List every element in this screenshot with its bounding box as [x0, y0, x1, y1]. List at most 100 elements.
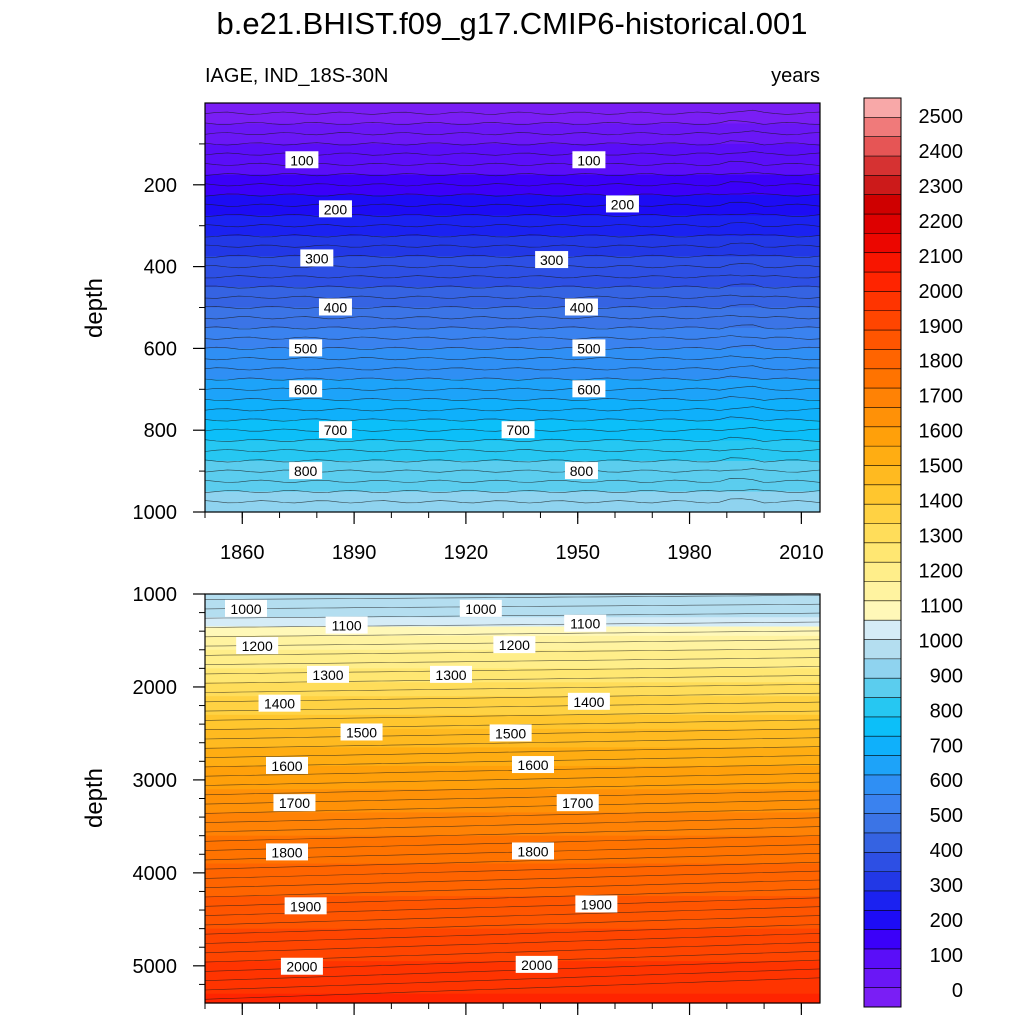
y-axis-label: depth	[81, 278, 108, 338]
contour-fill-band	[205, 886, 820, 893]
contour-fill-band	[205, 603, 820, 609]
colorbar-tick-label: 500	[930, 805, 963, 827]
contour-fill-band	[205, 872, 820, 879]
contour-label: 2000	[521, 957, 552, 973]
contour-fill-band	[205, 835, 820, 841]
contour-fill-band	[205, 491, 820, 503]
contour-label-box	[572, 380, 606, 398]
contour-label-box	[572, 151, 606, 169]
contour-fill-band	[205, 235, 820, 247]
y-tick-label: 3000	[133, 770, 178, 792]
contour-line	[204, 171, 821, 177]
y-tick-label: 200	[144, 175, 177, 197]
contour-label: 1800	[517, 843, 548, 859]
colorbar-tick-label: 2400	[919, 141, 964, 163]
contour-fill-band	[205, 626, 820, 632]
colorbar-tick-label: 1400	[919, 491, 964, 513]
contour-line	[204, 365, 821, 371]
contour-label-box	[318, 421, 352, 439]
contour-fill-band	[205, 877, 820, 883]
colorbar-swatch	[864, 871, 901, 892]
contour-line	[204, 621, 821, 628]
y-tick-label: 1000	[133, 502, 178, 524]
contour-label: 1200	[242, 638, 273, 654]
contour-fill-band	[205, 450, 820, 462]
colorbar-swatch	[864, 948, 901, 969]
colorbar-swatch	[864, 504, 901, 524]
contour-label-box	[307, 665, 349, 683]
contour-line	[204, 119, 821, 125]
contour-fill-band	[205, 933, 820, 939]
contour-fill-band	[205, 798, 820, 804]
colorbar-tick-label: 1500	[919, 456, 964, 478]
colorbar-tick-label: 1000	[919, 630, 964, 652]
contour-fill-band	[205, 752, 820, 758]
contour-line	[204, 959, 821, 981]
contour-fill-band	[205, 951, 820, 958]
contour-label-box	[567, 692, 610, 710]
y-tick-label: 400	[144, 257, 177, 279]
contour-line	[204, 477, 821, 483]
colorbar-swatch	[864, 542, 901, 563]
colorbar-tick-label: 0	[952, 980, 963, 1002]
contour-fill-band	[205, 821, 820, 827]
contour-label-box	[266, 756, 308, 774]
colorbar-swatch	[864, 523, 901, 544]
contour-line	[204, 746, 821, 758]
contour-line	[204, 192, 821, 197]
contour-fill-band	[205, 358, 820, 370]
contour-fill-band	[205, 123, 820, 135]
contour-label-box	[273, 794, 316, 812]
contour-fill-band	[205, 617, 820, 623]
contour-label-box	[340, 723, 383, 741]
contour-line	[204, 140, 821, 146]
contour-fill-band	[205, 103, 820, 114]
contour-fill-band	[205, 368, 820, 380]
y-tick-label: 800	[144, 420, 177, 442]
contour-fill-band	[205, 607, 820, 614]
colorbar-tick-label: 600	[930, 770, 963, 792]
colorbar-swatch	[864, 678, 901, 698]
contour-label-box	[236, 637, 279, 655]
colorbar-tick-label: 1900	[919, 316, 964, 338]
contour-fill-band	[205, 399, 820, 411]
contour-line	[204, 657, 821, 665]
contour-fill-band	[205, 409, 820, 421]
contour-line	[204, 263, 821, 269]
contour-line	[204, 314, 821, 320]
contour-fill-band	[205, 910, 820, 916]
contour-fill-band	[205, 668, 820, 674]
colorbar-swatch	[864, 291, 901, 312]
contour-line	[204, 710, 821, 721]
colorbar-swatch	[864, 813, 901, 834]
colorbar-swatch	[864, 832, 901, 853]
contour-label: 1800	[271, 844, 302, 860]
contour-line	[204, 447, 821, 453]
contour-label-box	[512, 756, 554, 774]
contour-label-box	[501, 421, 535, 439]
upper-panel: 1860 1890 1920 1950 1980 2010 200 400 600 800 1000…	[81, 102, 824, 564]
contour-line	[204, 781, 821, 796]
contour-fill-band	[205, 205, 820, 217]
contour-fill-band	[205, 770, 820, 776]
contour-label-box	[225, 599, 267, 617]
colorbar-tick-label: 2300	[919, 176, 964, 198]
contour-fill-band	[205, 793, 820, 800]
colorbar-swatch	[864, 426, 901, 447]
contour-label-box	[258, 694, 301, 712]
contour-line	[204, 109, 821, 115]
colorbar-tick-label: 200	[930, 910, 963, 932]
y-tick-label: 1000	[133, 584, 178, 606]
contour-label-box	[564, 462, 598, 480]
contour-fill-band	[205, 691, 820, 697]
contour-fill-band	[205, 896, 820, 902]
contour-fill-band	[205, 184, 820, 196]
contour-label-box	[572, 339, 606, 357]
contour-fill-band	[205, 742, 820, 748]
contour-fill-band	[205, 154, 820, 165]
contour-fill-band	[205, 807, 820, 814]
contour-line	[204, 879, 821, 898]
contour-fill-band	[205, 937, 820, 944]
contour-fill-band	[205, 696, 820, 702]
